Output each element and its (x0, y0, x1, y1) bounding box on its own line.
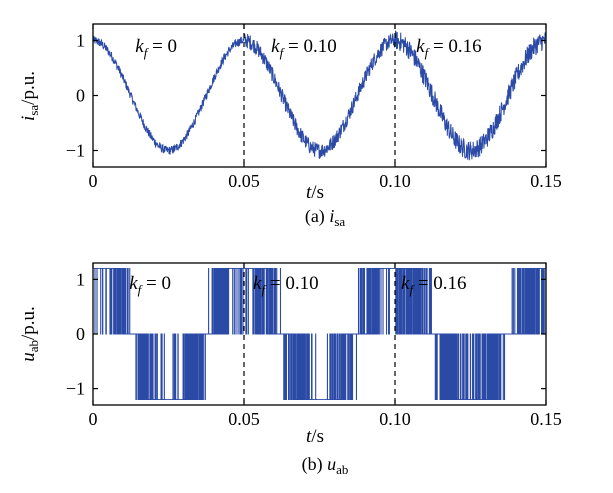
kf-value: = 0 (141, 273, 171, 294)
isa-x-tick-label: 0.15 (530, 171, 562, 191)
uab-plot-area (93, 263, 547, 405)
isa-xlabel-var: t (306, 182, 312, 203)
isa-x-tick-label: 0.05 (228, 171, 260, 191)
kf-subscript: f (144, 45, 150, 60)
kf-subscript: f (425, 45, 431, 60)
isa-x-tick-label: 0.10 (379, 171, 411, 191)
kf-value: = 0.10 (265, 273, 318, 294)
isa-plot-area (92, 24, 547, 167)
uab-x-tick-label: 0.05 (228, 409, 260, 429)
isa-caption: (a) isa (305, 206, 346, 229)
kf-value: = 0.16 (413, 273, 466, 294)
kf-symbol: k (253, 273, 262, 294)
kf-subscript: f (261, 282, 267, 297)
isa-y-axis-label: isa/p.u. (18, 71, 41, 121)
isa-y-tick-label: 1 (76, 31, 85, 51)
uab-xlabel-unit: /s (311, 426, 324, 447)
kf-subscript: f (138, 282, 144, 297)
uab-y-tick-label: 1 (76, 269, 85, 289)
isa-caption-var: i (329, 206, 334, 226)
kf-symbol: k (271, 36, 280, 57)
uab-y-axis-label: uab/p.u. (18, 306, 41, 362)
uab-caption-prefix: (b) (302, 454, 328, 475)
uab-xlabel-var: t (306, 426, 312, 447)
uab-ylabel-unit: /p.u. (18, 306, 39, 340)
uab-caption-sub: ab (336, 462, 348, 477)
isa-annotations: kf = 0 kf = 0.10 kf = 0.16 (135, 36, 481, 60)
panel-b: 0 0.05 0.10 0.15−101 kf = 0 kf = 0.10 kf = 0.… (18, 262, 562, 477)
isa-kf-annotation-1: kf = 0.10 (271, 36, 337, 60)
uab-kf-annotation-0: kf = 0 (129, 273, 171, 297)
uab-x-tick-label: 0.10 (379, 409, 411, 429)
kf-symbol: k (401, 273, 410, 294)
kf-subscript: f (409, 282, 415, 297)
isa-caption-sub: sa (334, 214, 345, 229)
uab-x-tick-label: 0.15 (530, 409, 562, 429)
isa-y-tick-label: −1 (66, 141, 85, 161)
isa-kf-annotation-2: kf = 0.16 (416, 36, 482, 60)
isa-xlabel-unit: /s (311, 182, 324, 203)
kf-symbol: k (416, 36, 425, 57)
isa-kf-annotation-0: kf = 0 (135, 36, 177, 60)
panel-a: 0 0.05 0.10 0.15−101 kf = 0 kf = 0.10 kf = 0.… (18, 23, 562, 229)
kf-value: = 0.16 (428, 36, 481, 57)
kf-value: = 0.10 (283, 36, 336, 57)
uab-waveform-line (93, 268, 547, 400)
kf-subscript: f (280, 45, 286, 60)
uab-ylabel-var: u (18, 352, 39, 362)
uab-annotations: kf = 0 kf = 0.10 kf = 0.16 (129, 273, 466, 297)
uab-y-tick-label: 0 (76, 324, 85, 344)
isa-x-axis-label: t/s (306, 182, 324, 203)
uab-ticks: 0 0.05 0.10 0.15−101 (66, 263, 562, 429)
isa-ylabel-sub: sa (26, 105, 41, 116)
kf-symbol: k (129, 273, 138, 294)
uab-x-axis-label: t/s (306, 426, 324, 447)
uab-kf-annotation-1: kf = 0.10 (253, 273, 319, 297)
kf-value: = 0 (147, 36, 177, 57)
uab-y-tick-label: −1 (66, 379, 85, 399)
isa-waveform-line (92, 30, 547, 161)
uab-caption: (b) uab (302, 454, 349, 477)
isa-caption-prefix: (a) (305, 206, 329, 227)
isa-ylabel-unit: /p.u. (18, 71, 39, 105)
isa-x-tick-label: 0 (89, 171, 98, 191)
uab-ylabel-sub: ab (26, 340, 41, 352)
uab-x-tick-label: 0 (89, 409, 98, 429)
isa-ylabel-var: i (18, 116, 39, 121)
isa-y-tick-label: 0 (76, 86, 85, 106)
uab-caption-var: u (327, 454, 336, 474)
uab-kf-annotation-2: kf = 0.16 (401, 273, 467, 297)
kf-symbol: k (135, 36, 144, 57)
isa-ticks: 0 0.05 0.10 0.15−101 (66, 24, 562, 191)
